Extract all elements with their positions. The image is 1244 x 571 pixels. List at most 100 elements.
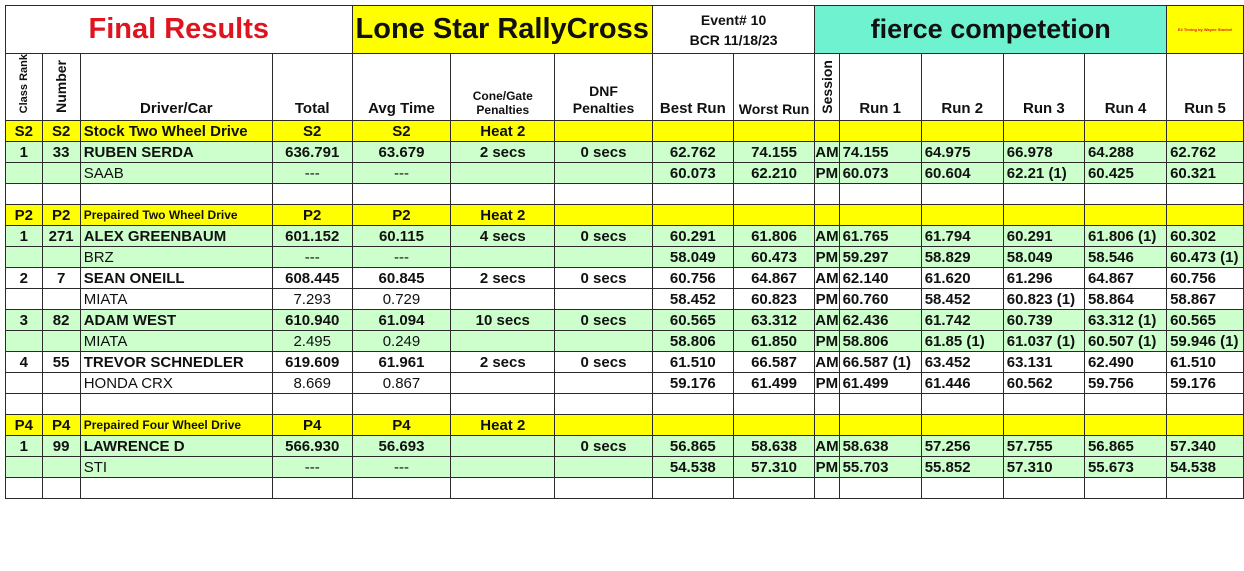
- session: AM: [814, 351, 840, 374]
- run-time: 60.302: [1166, 225, 1244, 248]
- class-name: Prepaired Two Wheel Drive: [79, 204, 273, 227]
- run-time: 60.507 (1): [1083, 330, 1168, 353]
- car-number: 55: [41, 351, 81, 374]
- class-rank: 1: [5, 225, 43, 248]
- spacer-row: [5, 183, 1244, 206]
- run-time: 63.312 (1): [1083, 309, 1168, 332]
- table-row: MIATA 7.293 0.729 58.452 60.823 PM 60.76…: [5, 288, 1244, 311]
- run-time: 60.604: [920, 162, 1004, 185]
- event-number: Event# 10: [700, 11, 767, 28]
- run-time: 60.562: [1002, 372, 1085, 395]
- car-number: 7: [41, 267, 81, 290]
- heat-label: Heat 2: [450, 204, 556, 227]
- run-time: 62.140: [838, 267, 922, 290]
- session: PM: [814, 372, 840, 395]
- avg-diff: 0.249: [351, 330, 452, 353]
- class-header-s2: S2 S2 Stock Two Wheel Drive S2 S2 Heat 2: [5, 120, 1244, 143]
- run-time: 60.756: [1166, 267, 1244, 290]
- run-time: 61.806 (1): [1083, 225, 1168, 248]
- class-code: P4: [351, 414, 452, 437]
- dnf-penalty: 0 secs: [554, 435, 653, 458]
- car-number: 271: [41, 225, 81, 248]
- heat-label: Heat 2: [450, 414, 556, 437]
- heat-label: Heat 2: [450, 120, 556, 143]
- worst-run: 62.210: [732, 162, 816, 185]
- cone-penalty: [450, 435, 556, 458]
- run-time: 60.739: [1002, 309, 1085, 332]
- worst-run: 60.473: [732, 246, 816, 269]
- run-time: 60.473 (1): [1166, 246, 1244, 269]
- table-row: 1 33 RUBEN SERDA 636.791 63.679 2 secs 0…: [5, 141, 1244, 164]
- avg-time: 63.679: [351, 141, 452, 164]
- avg-diff: ---: [351, 246, 452, 269]
- driver-name: ALEX GREENBAUM: [79, 225, 273, 248]
- avg-time: 61.961: [351, 351, 452, 374]
- total-diff: 7.293: [271, 288, 353, 311]
- avg-diff: 0.867: [351, 372, 452, 395]
- total-time: 636.791: [271, 141, 353, 164]
- run-time: 62.490: [1083, 351, 1168, 374]
- total-diff: 2.495: [271, 330, 353, 353]
- class-code: P2: [41, 204, 81, 227]
- run-time: 58.546: [1083, 246, 1168, 269]
- dnf-penalty: 0 secs: [554, 351, 653, 374]
- avg-time: 60.115: [351, 225, 452, 248]
- driver-name: TREVOR SCHNEDLER: [79, 351, 273, 374]
- total-diff: ---: [271, 246, 353, 269]
- col-run2: Run 2: [920, 52, 1004, 122]
- avg-time: 61.094: [351, 309, 452, 332]
- series-title: Lone Star RallyCross: [351, 5, 653, 54]
- run-time: 61.742: [920, 309, 1004, 332]
- best-run: 62.762: [651, 141, 734, 164]
- class-rank: 3: [5, 309, 43, 332]
- col-cone-penalties: Cone/Gate Penalties: [450, 52, 556, 122]
- run-time: 60.823 (1): [1002, 288, 1085, 311]
- driver-name: LAWRENCE D: [79, 435, 273, 458]
- worst-run: 66.587: [732, 351, 816, 374]
- car-model: STI: [79, 456, 273, 479]
- col-run4: Run 4: [1083, 52, 1168, 122]
- dnf-penalty: 0 secs: [554, 267, 653, 290]
- best-run: 58.806: [651, 330, 734, 353]
- spacer-row: [5, 393, 1244, 416]
- session: PM: [814, 288, 840, 311]
- run-time: 56.865: [1083, 435, 1168, 458]
- car-model: MIATA: [79, 330, 273, 353]
- run-time: 74.155: [838, 141, 922, 164]
- tagline: fierce competetion: [814, 5, 1168, 54]
- cone-penalty: 2 secs: [450, 351, 556, 374]
- dnf-penalty: 0 secs: [554, 309, 653, 332]
- run-time: 61.620: [920, 267, 1004, 290]
- avg-diff: ---: [351, 456, 452, 479]
- class-code: S2: [271, 120, 353, 143]
- class-code: P2: [351, 204, 452, 227]
- spacer-row: [5, 477, 1244, 500]
- best-run: 60.291: [651, 225, 734, 248]
- run-time: 58.638: [838, 435, 922, 458]
- run-time: 58.049: [1002, 246, 1085, 269]
- final-results-title: Final Results: [5, 5, 353, 54]
- run-time: 57.310: [1002, 456, 1085, 479]
- car-model: BRZ: [79, 246, 273, 269]
- table-row: 1 271 ALEX GREENBAUM 601.152 60.115 4 se…: [5, 225, 1244, 248]
- title-row: Final Results Lone Star RallyCross Event…: [5, 5, 1244, 54]
- driver-name: SEAN ONEILL: [79, 267, 273, 290]
- avg-time: 56.693: [351, 435, 452, 458]
- run-time: 58.452: [920, 288, 1004, 311]
- table-row: STI --- --- 54.538 57.310 PM 55.703 55.8…: [5, 456, 1244, 479]
- run-time: 55.673: [1083, 456, 1168, 479]
- run-time: 55.703: [838, 456, 922, 479]
- table-row: HONDA CRX 8.669 0.867 59.176 61.499 PM 6…: [5, 372, 1244, 395]
- run-time: 54.538: [1166, 456, 1244, 479]
- run-time: 57.755: [1002, 435, 1085, 458]
- dnf-penalty: 0 secs: [554, 141, 653, 164]
- run-time: 64.867: [1083, 267, 1168, 290]
- run-time: 61.446: [920, 372, 1004, 395]
- event-info: Event# 10 BCR 11/18/23: [651, 5, 816, 54]
- class-code: P2: [271, 204, 353, 227]
- run-time: 59.176: [1166, 372, 1244, 395]
- table-row: 3 82 ADAM WEST 610.940 61.094 10 secs 0 …: [5, 309, 1244, 332]
- col-dnf-penalties: DNF Penalties: [554, 52, 653, 122]
- run-time: 61.037 (1): [1002, 330, 1085, 353]
- run-time: 59.756: [1083, 372, 1168, 395]
